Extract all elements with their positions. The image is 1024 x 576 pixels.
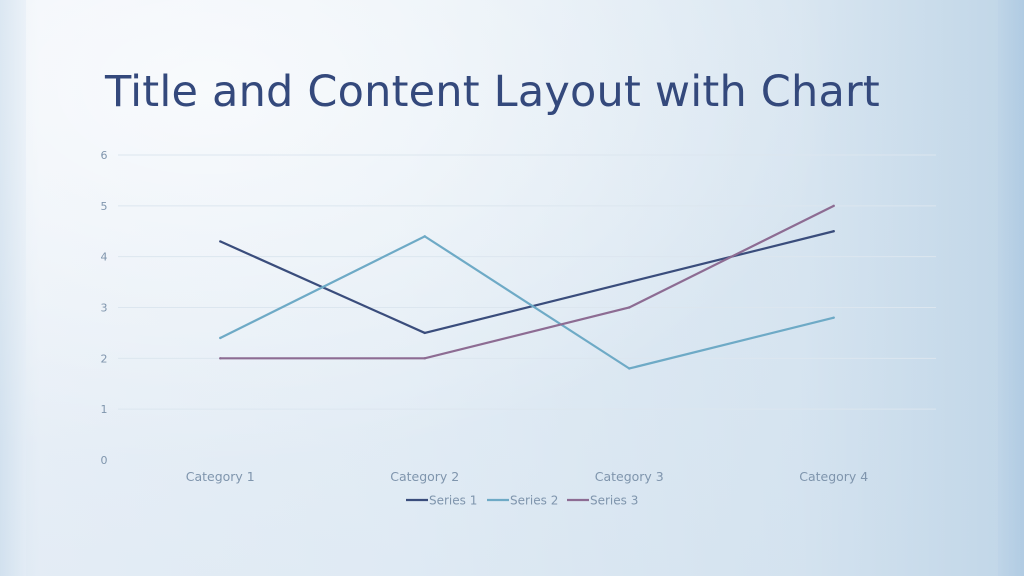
series-1-point: [832, 230, 835, 233]
x-category-label: Category 1: [186, 469, 255, 484]
legend-label-series-3: Series 3: [590, 494, 638, 508]
series-line-1: [219, 230, 835, 335]
x-category-label: Category 2: [390, 469, 459, 484]
slide-title: Title and Content Layout with Chart: [105, 67, 880, 117]
series-2-point: [219, 336, 222, 340]
slide-right-border: [998, 0, 1024, 576]
y-tick-label: 5: [101, 200, 108, 213]
series-3-point: [832, 204, 835, 208]
y-tick-label: 2: [101, 352, 108, 365]
x-axis-category-labels: Category 1 Category 2 Category 3 Category 4: [186, 469, 869, 484]
legend-label-series-1: Series 1: [429, 494, 477, 508]
series-line-3: [220, 204, 835, 360]
series-2-point: [423, 235, 426, 238]
series-line-2: [219, 235, 835, 370]
y-tick-label: 4: [101, 251, 108, 264]
x-category-label: Category 4: [799, 469, 868, 484]
chart-legend: Series 1 Series 2 Series 3: [406, 494, 638, 508]
series-1-point: [423, 331, 426, 335]
chart-series: [219, 204, 835, 370]
series-2-point: [628, 367, 631, 370]
y-axis-tick-labels: 0 1 2 3 4 5 6: [101, 149, 108, 467]
y-tick-label: 3: [101, 302, 108, 315]
y-tick-label: 1: [101, 403, 108, 416]
series-1-point: [219, 240, 222, 243]
y-tick-label: 6: [101, 149, 108, 162]
series-3-point: [219, 357, 222, 360]
y-tick-label: 0: [101, 454, 108, 467]
series-1-point: [628, 280, 631, 284]
x-category-label: Category 3: [595, 469, 664, 484]
slide-left-border: [0, 0, 26, 576]
series-3-point: [423, 357, 426, 360]
series-3-point: [628, 306, 631, 309]
series-2-point: [832, 316, 835, 319]
chart-gridlines: [118, 154, 936, 410]
legend-label-series-2: Series 2: [510, 494, 558, 508]
